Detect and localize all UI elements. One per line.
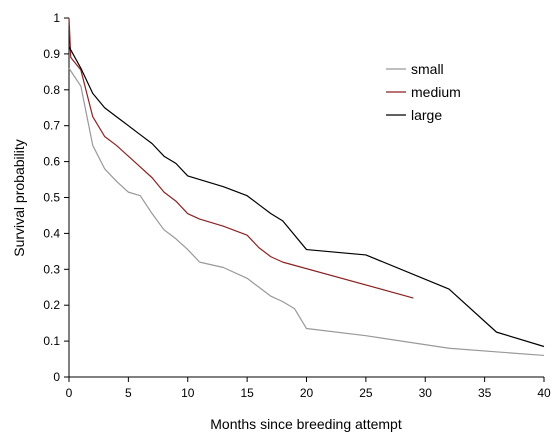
y-tick-label: 0.6 <box>43 155 60 169</box>
x-axis-title: Months since breeding attempt <box>210 416 402 432</box>
series-layer <box>68 17 545 357</box>
legend-label-medium: medium <box>411 84 461 100</box>
x-tick-label: 40 <box>537 386 551 400</box>
x-tick-label: 15 <box>240 386 254 400</box>
x-tick-label: 25 <box>359 386 373 400</box>
series-line-large <box>68 46 545 348</box>
y-tick-label: 0.4 <box>43 226 60 240</box>
y-tick-label: 0.2 <box>43 298 60 312</box>
x-tick-label: 20 <box>300 386 314 400</box>
series-line-medium <box>68 17 414 299</box>
legend-label-small: small <box>411 61 444 77</box>
axes-layer: 00.10.20.30.40.50.60.70.80.910 5 10 15 20 25 3… <box>43 11 551 400</box>
y-tick-label: 0.8 <box>43 83 60 97</box>
y-axis-title: Survival probability <box>11 139 27 257</box>
x-tick-label: 30 <box>419 386 433 400</box>
legend-label-large: large <box>411 107 442 123</box>
y-tick-label: 0.9 <box>43 47 60 61</box>
y-tick-label: 0.5 <box>43 191 60 205</box>
y-tick-label: 0.7 <box>43 119 60 133</box>
series-line-small <box>68 67 545 357</box>
legend: small medium large <box>386 61 461 123</box>
y-tick-label: 0.3 <box>43 262 60 276</box>
x-tick-label: 35 <box>478 386 492 400</box>
y-tick-label: 0.1 <box>43 334 60 348</box>
x-tick-label: 0 <box>66 386 73 400</box>
y-tick-label: 0 <box>53 370 60 384</box>
x-tick-label: 10 <box>181 386 195 400</box>
x-tick-label: 5 <box>125 386 132 400</box>
y-tick-label: 1 <box>53 11 60 25</box>
